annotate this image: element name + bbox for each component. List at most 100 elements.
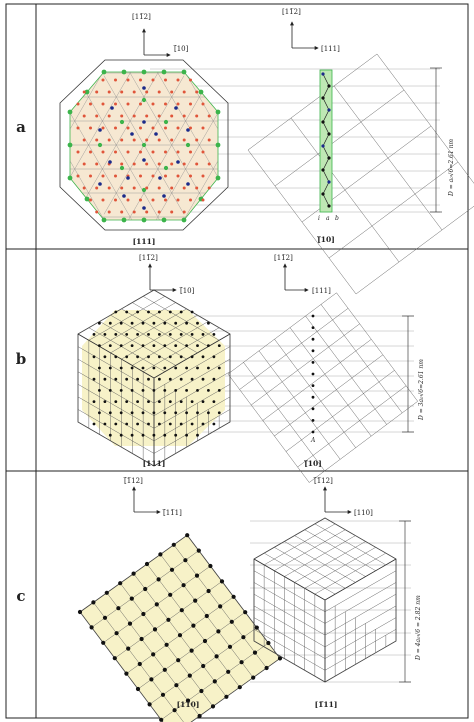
atom-dot-b	[108, 366, 112, 370]
atom-dot-b	[207, 344, 210, 347]
atom-dot-green	[141, 69, 147, 75]
mesh-line	[166, 72, 218, 179]
atom-dot-red	[176, 102, 180, 106]
atom-dot-red	[176, 78, 180, 82]
atom-dot-b	[147, 377, 150, 381]
chain-atom	[327, 108, 331, 112]
atom-dot-b	[136, 377, 140, 381]
lattice-line-b	[227, 373, 310, 483]
cube-grid-line	[132, 321, 209, 366]
atom-dot-b	[190, 422, 194, 426]
atom-dot-c	[183, 558, 188, 563]
atom-dot-c	[185, 698, 191, 703]
atom-dot-c	[77, 609, 83, 615]
chain-atom	[327, 132, 331, 136]
atom-dot-red	[107, 186, 111, 190]
atom-dot-green	[84, 89, 90, 95]
atom-dot-red	[145, 138, 149, 142]
hexagonal-cube	[253, 517, 397, 683]
atom-dot-red	[126, 150, 130, 154]
atom-dot-b	[217, 411, 221, 415]
cube-grid-line	[88, 296, 165, 341]
cube-grid-line	[153, 421, 231, 467]
atom-dot-red	[95, 138, 99, 142]
hex-grid-line	[264, 552, 336, 595]
atom-dot-b	[125, 333, 129, 336]
atom-dot-b	[212, 333, 216, 336]
atom-dot-blue	[126, 176, 130, 180]
atom-dot-red	[82, 114, 86, 118]
atom-dot-green	[141, 142, 147, 148]
atom-dot-red	[95, 90, 99, 94]
atom-dot-b	[179, 310, 183, 314]
atom-dot-red	[201, 174, 205, 178]
atom-dot-b	[174, 321, 178, 325]
panel-c: [̅1̅12] [̅11̅1] [110] [̅1̅12] [110] [1̅1…	[77, 477, 422, 722]
chain-atom	[321, 72, 325, 76]
lattice-line	[328, 161, 459, 259]
atom-dot-green	[161, 69, 167, 75]
atom-dot-red	[164, 174, 167, 178]
atom-dot-red	[170, 114, 174, 118]
atom-dot-b	[130, 321, 134, 325]
atom-dot-blue	[142, 120, 146, 124]
axis-label-right-right-c: [110]	[354, 509, 373, 517]
lattice-line-b	[305, 315, 387, 425]
atom-dot-c	[172, 708, 177, 713]
hex-grid-line	[274, 529, 346, 571]
atom-dot-red	[76, 150, 80, 154]
atom-dot-red	[145, 162, 149, 166]
atom-dot-b	[125, 400, 129, 403]
lattice-line-b	[320, 304, 403, 414]
atom-dot-b	[217, 344, 221, 347]
atom-dot-red	[151, 102, 155, 106]
hex-grid-line	[324, 582, 397, 624]
atom-dot-green	[185, 142, 191, 148]
atom-dot-red	[107, 114, 111, 118]
axis-label-right-left-b: [̅10]	[179, 287, 195, 295]
rotated-square-lattice	[77, 533, 283, 722]
atom-dot-b	[108, 433, 112, 437]
chain-atom	[321, 168, 325, 172]
cube-grid-line	[110, 308, 187, 354]
atom-dot-blue	[162, 194, 166, 198]
atom-dot-red	[195, 186, 199, 190]
atom-dot-c	[204, 613, 209, 619]
atom-dot-b	[98, 321, 101, 325]
cube-grid	[77, 289, 231, 467]
atom-dot-red	[101, 174, 105, 178]
atom-dot-green	[84, 196, 90, 202]
atom-dot-b	[130, 366, 134, 370]
atom-dot-b	[207, 366, 210, 370]
atom-dot-c	[149, 677, 154, 682]
hex-grid-line	[253, 605, 326, 648]
lattice-line-b	[251, 323, 360, 406]
axes-left-a: [11̅2] [̅10]	[132, 13, 189, 57]
atom-dot-b	[185, 411, 189, 415]
atom-dot-c	[194, 573, 200, 578]
atom-dot-b	[130, 344, 134, 347]
atom-dot-red	[139, 198, 142, 202]
atom-dot-red	[107, 210, 111, 214]
atom-dot-red	[151, 174, 155, 178]
atom-dot-c	[226, 669, 231, 674]
atom-dot-b	[196, 389, 199, 392]
cube-grid-line	[153, 396, 231, 442]
atom-dot-red	[207, 162, 211, 166]
atom-dot-b	[168, 333, 172, 336]
atom-dot-red	[76, 174, 80, 178]
atom-dot-c	[137, 661, 142, 667]
axis-label-up-right-a: [11̅2]	[282, 8, 301, 16]
atom-dot-green	[215, 109, 221, 115]
atom-dot-b	[196, 366, 199, 370]
atom-dot-b	[130, 411, 134, 415]
atom-dot-c	[187, 673, 192, 678]
caption-right-b: [̅10]	[304, 459, 322, 468]
atom-dot-red	[207, 186, 211, 190]
atom-dot-b	[196, 321, 199, 325]
atom-dot-b	[103, 355, 107, 359]
atom-dot-blue	[174, 106, 178, 110]
atom-dot-c	[179, 608, 184, 613]
atom-dot-b	[103, 333, 107, 336]
atom-dot-c	[91, 600, 96, 605]
